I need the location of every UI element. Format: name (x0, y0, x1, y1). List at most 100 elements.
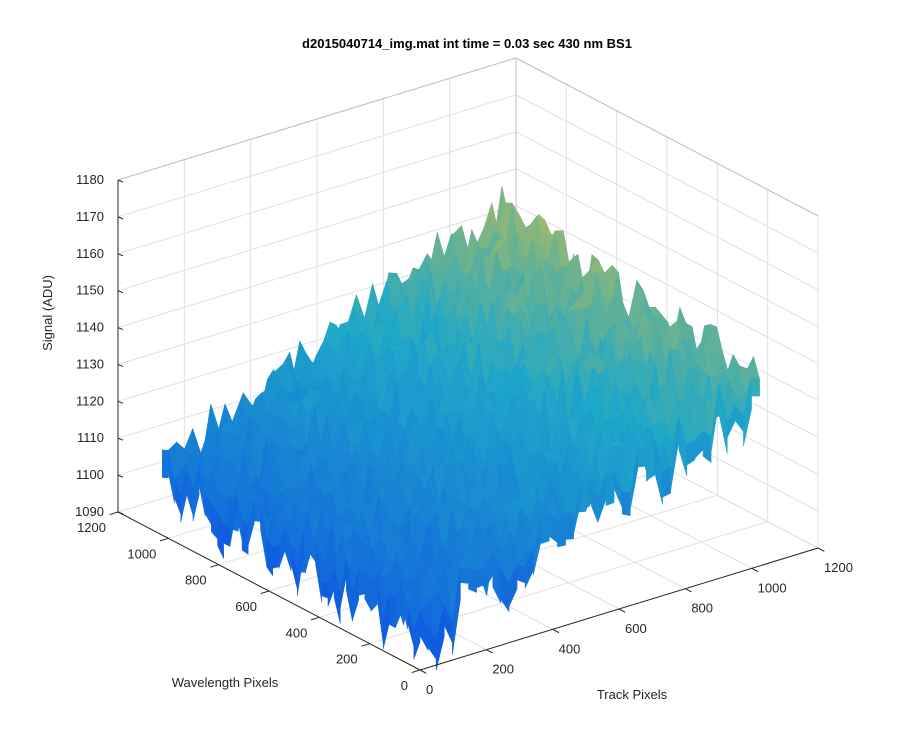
surface-skirt (217, 512, 224, 559)
surface-skirt (303, 532, 310, 560)
surface-skirt (327, 566, 335, 607)
surface-skirt (605, 471, 615, 506)
surface-skirt (364, 568, 372, 611)
x-tick-label: 600 (625, 621, 647, 636)
surface-skirt (223, 525, 231, 547)
z-tick (117, 179, 124, 183)
x-tick (751, 567, 759, 573)
z-tick-label: 1160 (76, 246, 104, 261)
surface-skirt (180, 468, 188, 523)
x-tick (419, 669, 427, 674)
surface-skirt (476, 568, 485, 589)
z-axis-label: Signal (ADU) (40, 275, 55, 351)
z-tick-label: 1150 (76, 283, 104, 298)
surface-skirt (346, 560, 353, 622)
x-tick (685, 588, 692, 593)
surface-skirt (565, 516, 574, 540)
surface-skirt (358, 569, 366, 596)
surface-skirt (508, 564, 518, 608)
surface-skirt (581, 477, 591, 511)
surface-skirt (162, 449, 169, 479)
surface-skirt (284, 528, 292, 571)
chart-title: d2015040714_img.mat int time = 0.03 sec … (302, 36, 632, 51)
z-tick (117, 290, 124, 294)
surface-skirt (541, 512, 550, 544)
y-tick-label: 600 (235, 599, 257, 614)
x-tick (552, 628, 560, 634)
axes: 0 200 400 600 800 1000 1200 0 200 400 600 800 1000 12… (75, 172, 853, 697)
y-tick (210, 564, 219, 568)
surface-skirt (589, 477, 599, 523)
surface-skirt (241, 519, 249, 555)
surface-skirt (468, 567, 477, 593)
z-tick (117, 253, 124, 257)
surface-skirt (435, 605, 445, 671)
z-tick-label: 1120 (76, 393, 104, 408)
gridline (515, 205, 819, 364)
gridline (117, 131, 517, 255)
y-tick-label: 1000 (127, 546, 156, 561)
x-tick-label: 1000 (758, 580, 787, 595)
z-tick-label: 1110 (77, 430, 104, 445)
z-tick (117, 327, 124, 331)
y-tick-label: 400 (286, 625, 308, 640)
surface (161, 185, 761, 671)
y-tick-label: 1200 (77, 520, 106, 535)
surface-skirt (621, 491, 631, 517)
gridline (117, 205, 517, 329)
z-tick (117, 437, 124, 441)
y-tick-label: 0 (401, 678, 408, 693)
x-tick-label: 400 (559, 641, 581, 656)
y-axis-label: Wavelength Pixels (172, 675, 279, 690)
y-tick (361, 643, 370, 647)
surface-skirt (315, 542, 323, 603)
surface-skirt (678, 417, 688, 477)
y-tick (310, 616, 320, 621)
y-tick-label: 800 (185, 573, 207, 588)
surface-skirt (382, 593, 390, 650)
surface-skirt (718, 383, 728, 454)
surface-skirt (743, 378, 752, 447)
x-tick-label: 1200 (824, 560, 853, 575)
surface-skirt (557, 517, 566, 548)
surface-skirt (452, 567, 461, 655)
gridline (117, 168, 517, 292)
surface-skirt (266, 537, 273, 577)
x-tick (618, 608, 626, 613)
gridline (117, 94, 517, 218)
surface-skirt (751, 378, 760, 397)
surface-skirt (654, 439, 663, 505)
y-tick (159, 537, 169, 542)
box-edge (515, 57, 819, 217)
surface-skirt (254, 501, 261, 522)
z-tick (117, 363, 124, 367)
z-tick (117, 474, 124, 478)
gridline (515, 94, 819, 254)
surface-skirt (192, 462, 200, 522)
surface-skirt (272, 545, 280, 569)
surface-skirt (460, 567, 469, 584)
z-tick (117, 400, 124, 404)
surface-skirt (333, 566, 341, 624)
y-tick (260, 590, 270, 595)
surface-skirt (278, 528, 286, 569)
y-tick (411, 669, 421, 674)
x-axis-label: Track Pixels (597, 687, 668, 702)
x-tick (486, 649, 493, 654)
x-tick (817, 547, 825, 552)
surface-skirt (321, 580, 329, 599)
z-tick-label: 1090 (75, 504, 104, 519)
surface-skirt (419, 612, 429, 651)
box-edge (117, 57, 517, 181)
y-tick (109, 511, 119, 516)
surface-skirt (229, 493, 237, 548)
surface-skirt (638, 448, 647, 468)
surface-skirt (686, 439, 696, 466)
surface-skirt (389, 593, 396, 629)
surface-skirt (492, 554, 502, 604)
z-tick (117, 216, 124, 220)
z-tick-label: 1130 (76, 356, 104, 371)
surface-skirt (297, 532, 304, 597)
z-tick-label: 1140 (76, 320, 104, 335)
gridline (515, 131, 819, 291)
